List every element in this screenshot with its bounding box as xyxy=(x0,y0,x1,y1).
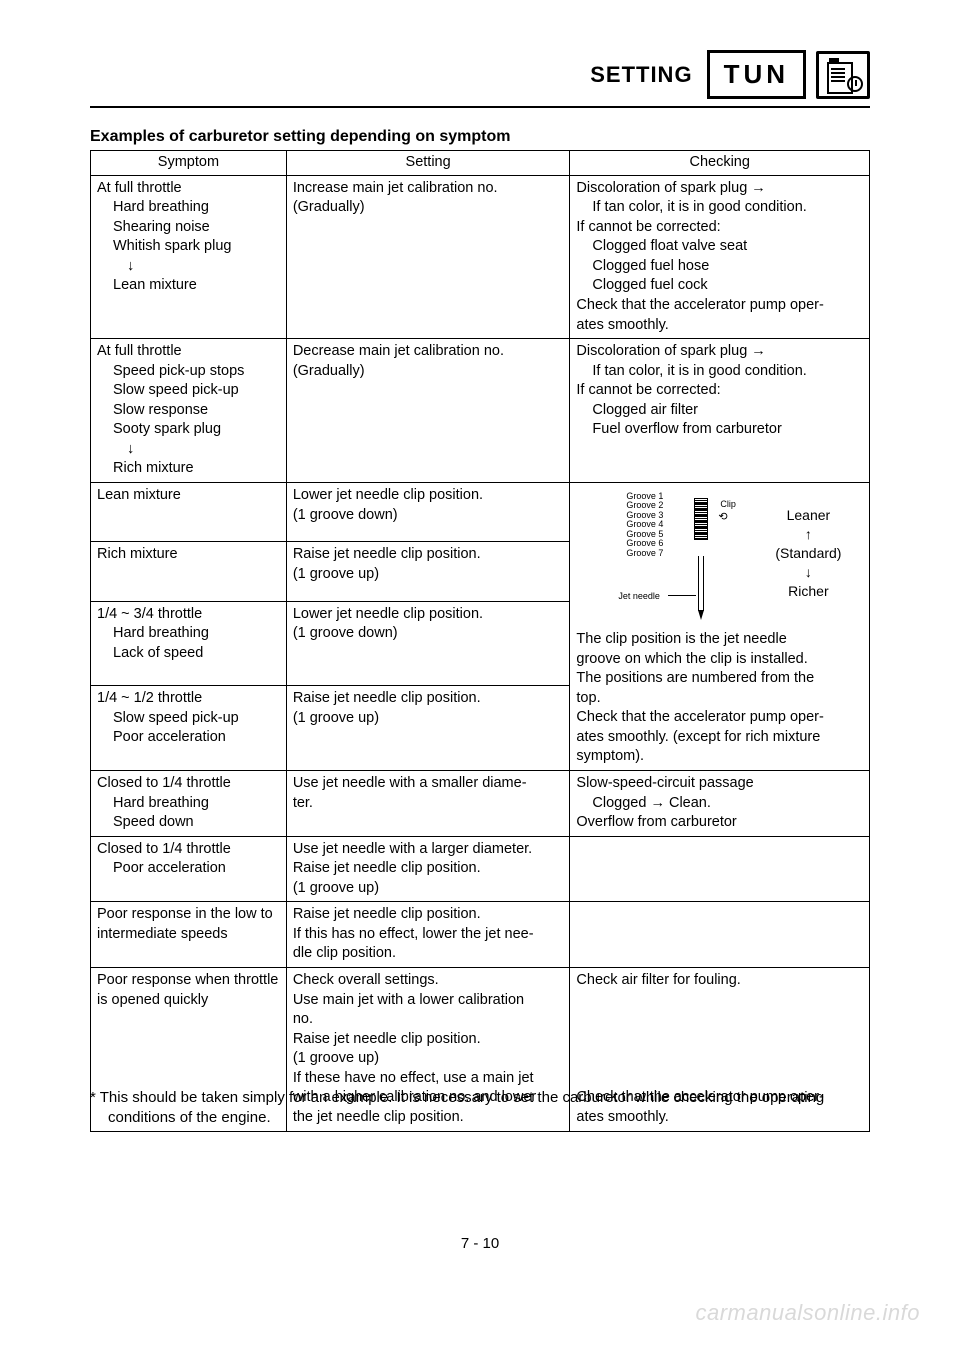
table-cell: Use jet needle with a smaller diame- ter… xyxy=(286,770,570,836)
manual-icon xyxy=(816,51,870,99)
table-cell: Lean mixture xyxy=(91,483,287,542)
table-cell: Closed to 1/4 throttle Poor acceleration xyxy=(91,836,287,902)
footnote: * This should be taken simply for an exa… xyxy=(90,1088,870,1129)
th-setting: Setting xyxy=(286,151,570,176)
header-tun-box: TUN xyxy=(707,50,806,99)
table-cell: Discoloration of spark plug → If tan col… xyxy=(570,175,870,339)
page-header: SETTING TUN xyxy=(90,50,870,108)
table-cell: 1/4 ~ 1/2 throttle Slow speed pick-up Po… xyxy=(91,686,287,771)
diagram-cell: Groove 1 Groove 2 Groove 3 Groove 4 Groo… xyxy=(570,483,870,771)
clip-icon: ⟲ xyxy=(718,510,727,525)
table-cell: Increase main jet calibration no. (Gradu… xyxy=(286,175,570,339)
table-cell: At full throttle Hard breathing Shearing… xyxy=(91,175,287,339)
table-cell: Raise jet needle clip position. If this … xyxy=(286,902,570,968)
table-cell: Rich mixture xyxy=(91,542,287,601)
table-cell: Poor response in the low to intermediate… xyxy=(91,902,287,968)
table-cell: Closed to 1/4 throttle Hard breathing Sp… xyxy=(91,770,287,836)
table-cell xyxy=(570,836,870,902)
watermark: carmanualsonline.info xyxy=(695,1300,920,1326)
table-cell: 1/4 ~ 3/4 throttle Hard breathing Lack o… xyxy=(91,601,287,686)
table-cell: Use jet needle with a larger diameter. R… xyxy=(286,836,570,902)
table-cell: Raise jet needle clip position. (1 groov… xyxy=(286,686,570,771)
th-checking: Checking xyxy=(570,151,870,176)
th-symptom: Symptom xyxy=(91,151,287,176)
page-number: 7 - 10 xyxy=(0,1235,960,1252)
table-cell: Discoloration of spark plug → If tan col… xyxy=(570,339,870,483)
table-cell: Lower jet needle clip position. (1 groov… xyxy=(286,601,570,686)
table-cell: Lower jet needle clip position. (1 groov… xyxy=(286,483,570,542)
section-title: Examples of carburetor setting depending… xyxy=(90,128,511,146)
carburetor-setting-table: Symptom Setting Checking At full throttl… xyxy=(90,150,870,1132)
table-cell xyxy=(570,902,870,968)
table-cell: Raise jet needle clip position. (1 groov… xyxy=(286,542,570,601)
table-cell: At full throttle Speed pick-up stops Slo… xyxy=(91,339,287,483)
jet-needle-diagram: Groove 1 Groove 2 Groove 3 Groove 4 Groo… xyxy=(576,486,863,626)
header-setting-label: SETTING xyxy=(590,62,692,88)
table-cell: Decrease main jet calibration no. (Gradu… xyxy=(286,339,570,483)
table-cell: Slow-speed-circuit passage Clogged → Cle… xyxy=(570,770,870,836)
